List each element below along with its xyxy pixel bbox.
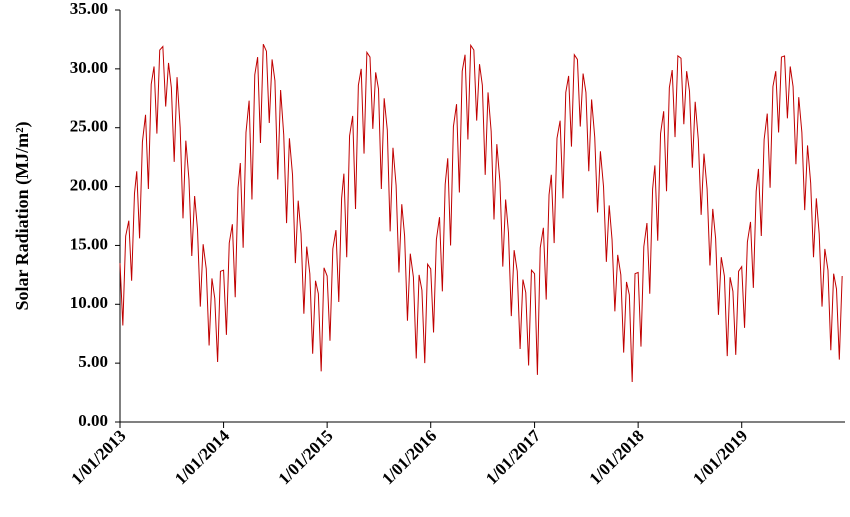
x-tick-label: 1/01/2019 bbox=[689, 426, 751, 488]
y-tick-label: 35.00 bbox=[70, 0, 108, 18]
y-tick-label: 5.00 bbox=[78, 352, 108, 371]
y-axis-label: Solar Radiation (MJ/m²) bbox=[12, 121, 33, 310]
x-tick-label: 1/01/2017 bbox=[482, 426, 545, 489]
x-tick-label: 1/01/2014 bbox=[171, 426, 234, 489]
y-tick-label: 20.00 bbox=[70, 175, 108, 194]
y-tick-label: 0.00 bbox=[78, 411, 108, 430]
y-tick-label: 15.00 bbox=[70, 234, 108, 253]
y-tick-label: 10.00 bbox=[70, 293, 108, 312]
x-tick-label: 1/01/2015 bbox=[275, 426, 337, 488]
x-tick-label: 1/01/2016 bbox=[378, 426, 440, 488]
y-tick-label: 25.00 bbox=[70, 117, 108, 136]
x-tick-label: 1/01/2018 bbox=[586, 426, 648, 488]
data-line bbox=[119, 43, 843, 382]
x-tick-label: 1/01/2013 bbox=[67, 426, 129, 488]
y-tick-label: 30.00 bbox=[70, 58, 108, 77]
